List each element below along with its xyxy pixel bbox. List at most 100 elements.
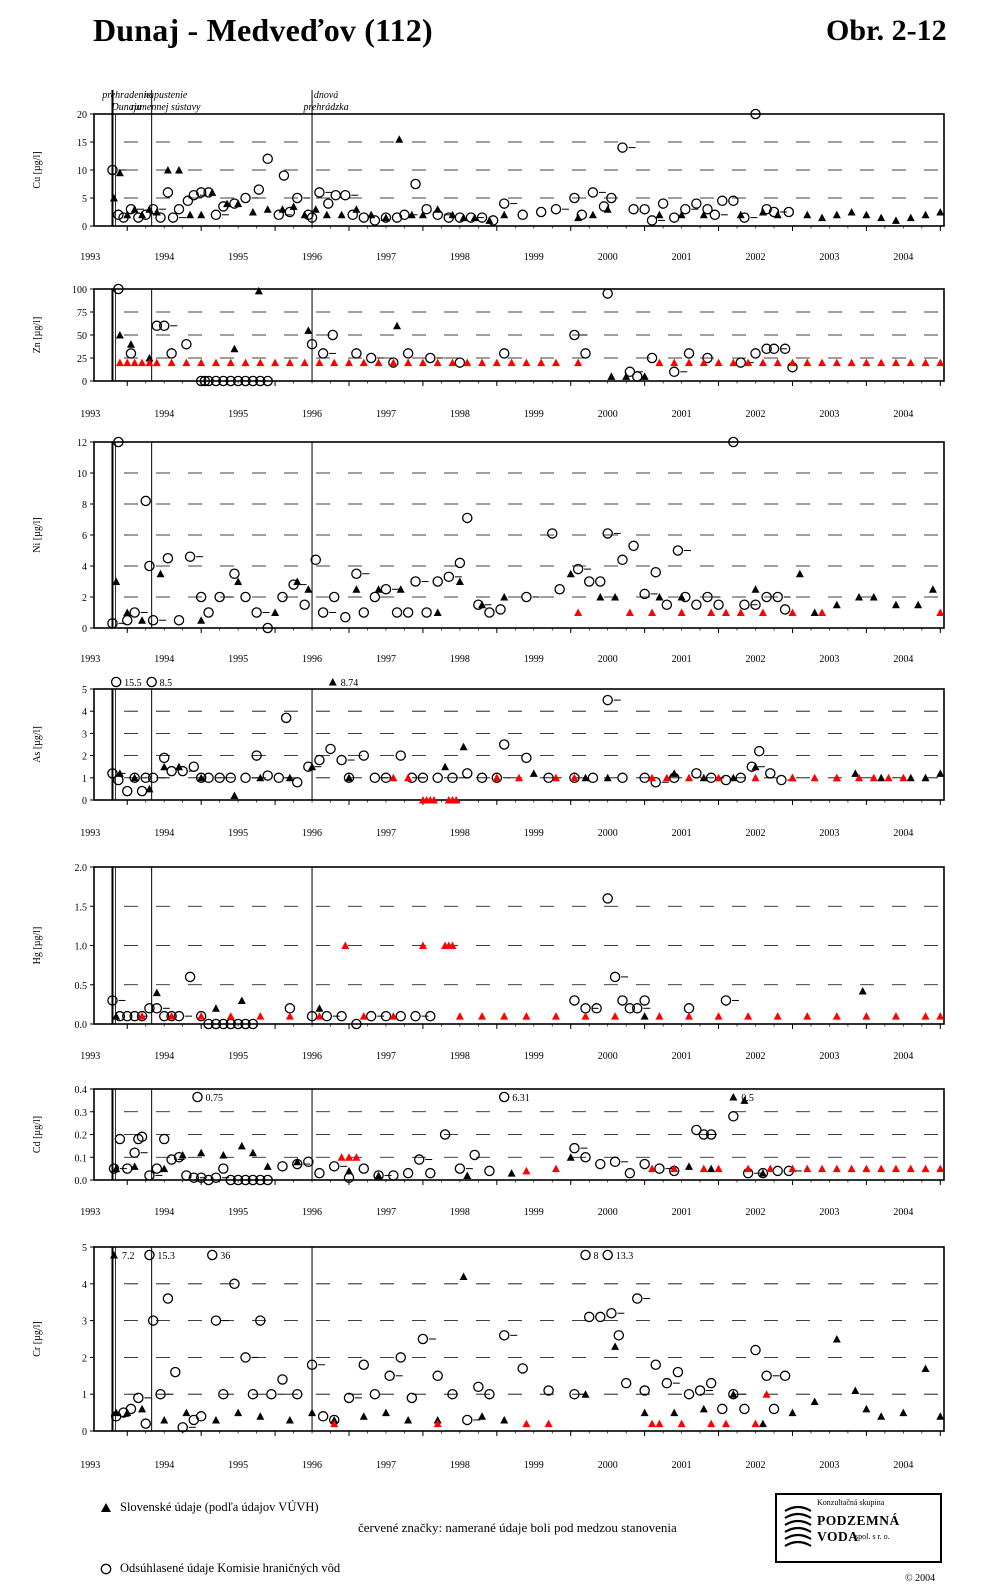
data-point bbox=[569, 995, 580, 1006]
data-point bbox=[624, 1003, 636, 1014]
data-point bbox=[167, 358, 176, 367]
data-point bbox=[109, 194, 118, 202]
data-point bbox=[359, 358, 368, 367]
data-point bbox=[230, 791, 239, 800]
data-point bbox=[266, 1388, 277, 1400]
data-point bbox=[583, 576, 595, 587]
data-point bbox=[345, 1153, 353, 1161]
data-point bbox=[203, 1174, 214, 1186]
data-point bbox=[729, 358, 738, 367]
data-point bbox=[300, 358, 309, 367]
data-point bbox=[761, 343, 772, 355]
data-point bbox=[720, 774, 732, 786]
data-point bbox=[491, 772, 503, 784]
data-point bbox=[122, 615, 133, 626]
data-point bbox=[655, 210, 664, 219]
data-point bbox=[788, 358, 797, 367]
data-point bbox=[113, 283, 124, 295]
event-label-line1: napustenie bbox=[144, 90, 188, 101]
data-point bbox=[572, 563, 584, 575]
data-point bbox=[758, 1169, 767, 1177]
data-point bbox=[891, 358, 900, 367]
outlier-marker bbox=[498, 1091, 510, 1103]
x-tick-label: 1997 bbox=[376, 409, 396, 420]
data-point bbox=[707, 608, 716, 616]
data-point bbox=[262, 1174, 273, 1186]
data-point bbox=[214, 772, 225, 784]
data-point bbox=[583, 1311, 595, 1323]
data-point bbox=[374, 585, 383, 593]
x-tick-label: 2004 bbox=[893, 1207, 913, 1218]
data-point bbox=[425, 1010, 436, 1022]
data-point bbox=[709, 209, 721, 221]
data-point bbox=[650, 566, 661, 578]
y-tick-label: 1 bbox=[82, 1390, 87, 1401]
data-point bbox=[255, 375, 266, 387]
data-point bbox=[304, 585, 313, 593]
y-tick-label: 0 bbox=[82, 624, 87, 635]
data-point bbox=[247, 1174, 259, 1186]
data-point bbox=[740, 1096, 749, 1104]
data-point bbox=[381, 1408, 390, 1417]
data-point bbox=[113, 436, 124, 448]
data-point bbox=[685, 358, 693, 367]
data-point bbox=[591, 1003, 602, 1014]
data-point bbox=[657, 198, 669, 209]
x-tick-label: 2001 bbox=[672, 1207, 692, 1218]
data-point bbox=[707, 1419, 716, 1428]
data-point bbox=[219, 1150, 228, 1159]
data-point bbox=[751, 1419, 760, 1428]
data-point bbox=[255, 1174, 266, 1186]
data-point bbox=[271, 608, 280, 616]
data-point bbox=[717, 195, 728, 207]
data-point bbox=[744, 1164, 753, 1173]
data-point bbox=[595, 1158, 606, 1170]
data-point bbox=[327, 329, 338, 341]
data-point bbox=[115, 331, 124, 339]
data-point bbox=[182, 358, 191, 367]
data-point bbox=[776, 774, 787, 786]
data-point bbox=[566, 1153, 575, 1161]
data-point bbox=[393, 321, 402, 330]
data-point bbox=[432, 209, 443, 221]
data-point bbox=[914, 600, 923, 609]
x-tick-label: 2000 bbox=[598, 1207, 618, 1218]
data-point bbox=[225, 1174, 236, 1186]
x-tick-label: 1996 bbox=[302, 1207, 322, 1218]
data-point bbox=[640, 1408, 649, 1417]
y-tick-label: 12 bbox=[77, 438, 87, 449]
data-point bbox=[210, 209, 222, 221]
data-point bbox=[685, 773, 693, 782]
data-point bbox=[587, 772, 599, 784]
data-point bbox=[569, 192, 580, 204]
data-point bbox=[648, 608, 657, 616]
data-point bbox=[158, 1133, 170, 1145]
data-point bbox=[851, 769, 860, 777]
data-point bbox=[195, 1010, 207, 1022]
x-tick-label: 1999 bbox=[524, 1051, 544, 1062]
outlier-label: 6.31 bbox=[512, 1093, 530, 1104]
y-tick-label: 0 bbox=[82, 222, 87, 233]
data-point bbox=[433, 608, 442, 616]
data-point bbox=[123, 358, 132, 367]
data-point bbox=[517, 1363, 528, 1374]
data-point bbox=[768, 1403, 780, 1415]
data-point bbox=[225, 375, 236, 387]
data-point bbox=[237, 996, 246, 1004]
data-point bbox=[721, 1419, 730, 1428]
data-point bbox=[677, 210, 686, 219]
data-point bbox=[358, 607, 370, 618]
data-point bbox=[779, 604, 791, 615]
data-point bbox=[702, 352, 713, 364]
data-point bbox=[877, 213, 886, 222]
data-point bbox=[602, 528, 613, 539]
data-point bbox=[195, 591, 207, 603]
data-point bbox=[136, 785, 148, 797]
x-tick-label: 1996 bbox=[302, 1051, 322, 1062]
company-logo: Konzultačná skupina PODZEMNÁ VODA spol. … bbox=[775, 1493, 942, 1563]
data-point bbox=[317, 1411, 329, 1422]
data-point bbox=[714, 358, 723, 367]
chart-panel-2: 0 2 4 6 8 10 12 Ni [µg/l] 1993 1994 1995 1996 1997 19… bbox=[32, 436, 945, 665]
data-point bbox=[714, 1012, 723, 1020]
data-point bbox=[818, 1164, 827, 1173]
